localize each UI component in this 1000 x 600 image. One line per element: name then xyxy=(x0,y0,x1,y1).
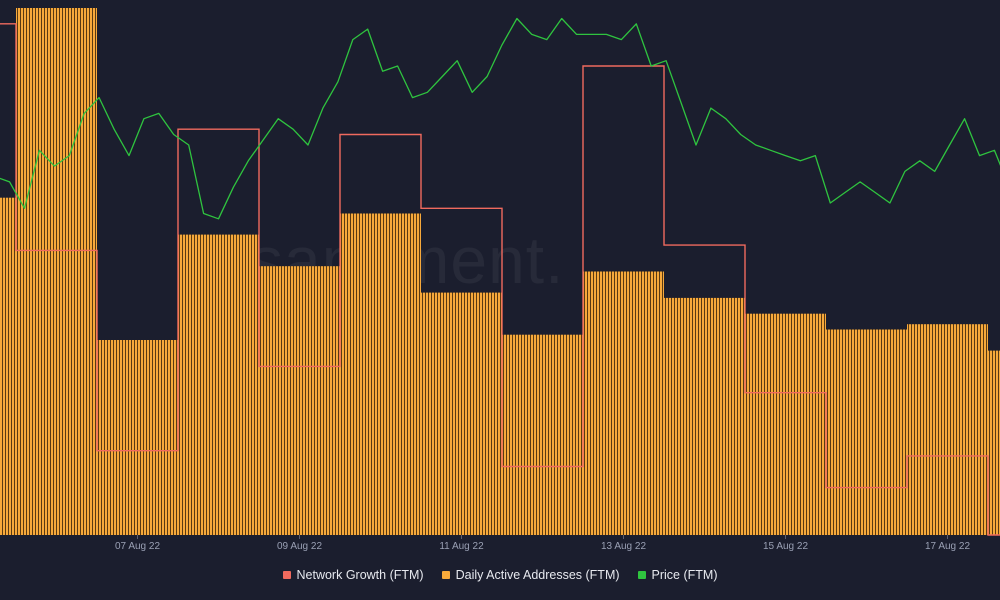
daa-bar xyxy=(0,197,16,535)
legend-item-daily-active-addresses[interactable]: Daily Active Addresses (FTM) xyxy=(441,568,620,582)
daa-bar xyxy=(97,340,178,535)
network-growth-line xyxy=(0,23,1000,536)
x-tick-label: 07 Aug 22 xyxy=(115,541,160,552)
legend-swatch-daily-active-addresses xyxy=(441,571,450,579)
daa-bar xyxy=(178,234,259,535)
x-tick-label: 11 Aug 22 xyxy=(439,541,484,552)
x-tick-label: 17 Aug 22 xyxy=(925,541,970,552)
daa-bar xyxy=(421,292,502,535)
legend-label-daily-active-addresses: Daily Active Addresses (FTM) xyxy=(455,568,620,582)
legend: Network Growth (FTM) Daily Active Addres… xyxy=(0,568,1000,582)
legend-label-network-growth: Network Growth (FTM) xyxy=(296,568,424,582)
daa-bar xyxy=(16,8,97,535)
legend-item-network-growth[interactable]: Network Growth (FTM) xyxy=(282,568,424,582)
daa-bar xyxy=(988,350,1000,535)
daa-bar xyxy=(583,271,664,535)
x-tick-label: 15 Aug 22 xyxy=(763,541,808,552)
bars-layer xyxy=(0,8,1000,535)
x-tick-label: 09 Aug 22 xyxy=(277,541,322,552)
daa-bar xyxy=(745,313,826,535)
network-growth-layer xyxy=(0,23,1000,536)
daa-bar xyxy=(340,213,421,535)
daa-bar xyxy=(664,297,745,535)
x-tick-label: 13 Aug 22 xyxy=(601,541,646,552)
x-axis: 07 Aug 22 09 Aug 22 11 Aug 22 13 Aug 22 15 A… xyxy=(115,535,970,552)
legend-swatch-network-growth xyxy=(282,571,291,579)
daa-bar xyxy=(826,329,907,535)
daa-bar xyxy=(259,266,340,535)
legend-label-price: Price (FTM) xyxy=(651,568,718,582)
legend-swatch-price xyxy=(637,571,646,579)
legend-item-price[interactable]: Price (FTM) xyxy=(637,568,718,582)
price-layer xyxy=(0,17,1000,220)
daa-bar xyxy=(502,334,583,535)
price-line xyxy=(0,17,1000,220)
daa-bar xyxy=(907,324,988,535)
